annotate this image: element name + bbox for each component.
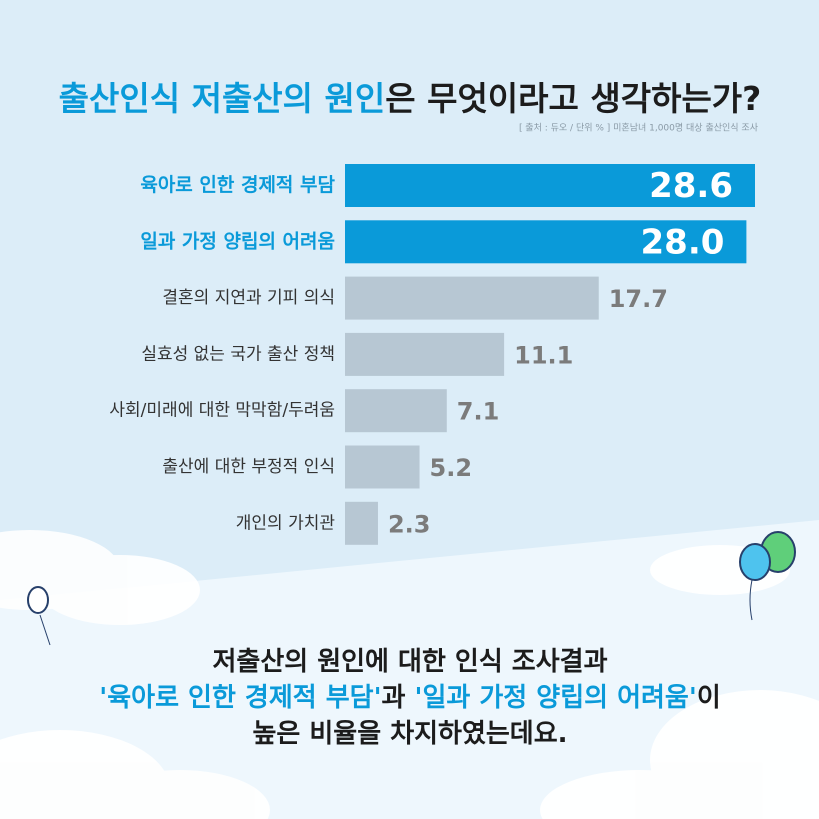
summary-text: 높은 비율을 차지하였는데요. <box>252 719 567 749</box>
title-highlight: 출산인식 저출산의 원인 <box>59 79 386 118</box>
balloons <box>27 531 796 646</box>
value-label: 28.0 <box>641 222 725 262</box>
value-label: 11.1 <box>514 341 573 369</box>
source-note: [ 출처 : 듀오 / 단위 % ] 미혼남녀 1,000명 대상 출산인식 조… <box>519 122 759 134</box>
summary-highlight: '일과 가정 양립의 어려움' <box>415 683 697 713</box>
value-label: 28.6 <box>649 166 733 206</box>
value-label: 2.3 <box>388 510 431 538</box>
category-label: 출산에 대한 부정적 인식 <box>162 457 335 477</box>
summary-line: '육아로 인한 경제적 부담'과 '일과 가정 양립의 어려움'이 <box>99 683 720 713</box>
category-label: 개인의 가치관 <box>236 513 335 533</box>
category-label: 일과 가정 양립의 어려움 <box>140 230 335 252</box>
category-label: 결혼의 지연과 기피 의식 <box>162 288 335 308</box>
bar <box>345 501 378 545</box>
category-label: 실효성 없는 국가 출산 정책 <box>141 344 335 364</box>
bar <box>345 276 599 320</box>
summary-line: 높은 비율을 차지하였는데요. <box>252 719 567 749</box>
value-label: 5.2 <box>430 454 473 482</box>
lower-panel <box>0 520 819 819</box>
summary-line: 저출산의 원인에 대한 인식 조사결과 <box>212 647 607 677</box>
bar <box>345 445 420 489</box>
summary-text: 이 <box>697 683 721 713</box>
value-label: 7.1 <box>457 398 500 426</box>
title-rest: 은 무엇이라고 생각하는가? <box>385 79 761 118</box>
chart-title: 출산인식 저출산의 원인은 무엇이라고 생각하는가? <box>59 79 762 118</box>
summary-text: 저출산의 원인에 대한 인식 조사결과 <box>212 647 607 677</box>
bar <box>345 220 747 264</box>
clouds <box>0 530 819 819</box>
value-label: 17.7 <box>609 285 668 313</box>
bar <box>345 332 505 376</box>
bar <box>345 389 447 433</box>
summary-text: 과 <box>382 683 415 713</box>
summary-highlight: '육아로 인한 경제적 부담' <box>99 683 381 713</box>
category-label: 사회/미래에 대한 막막함/두려움 <box>109 401 335 421</box>
bar <box>345 164 755 207</box>
bar-chart: 육아로 인한 경제적 부담 28.6 일과 가정 양립의 어려움 28.0 결혼의 지연… <box>109 164 755 545</box>
category-label: 육아로 인한 경제적 부담 <box>140 174 335 196</box>
